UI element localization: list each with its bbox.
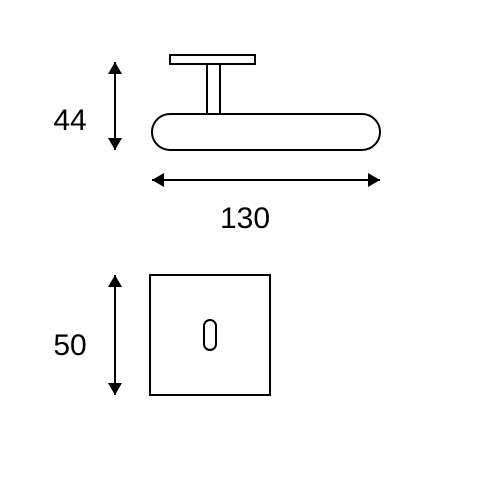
dimension-50: 50: [53, 275, 122, 395]
dimension-44: 44: [53, 62, 122, 150]
escutcheon-outline: [150, 275, 270, 395]
dimension-44-label: 44: [53, 104, 86, 137]
door-handle: [152, 55, 380, 150]
dimension-130-label: 130: [220, 202, 270, 235]
dimension-50-label: 50: [53, 329, 86, 362]
escutcheon-plate: [150, 275, 270, 395]
keyhole-icon: [204, 320, 216, 350]
handle-lever: [152, 114, 380, 150]
handle-stem: [207, 64, 220, 114]
dimension-130: 130: [152, 173, 380, 235]
handle-mount-plate: [170, 55, 255, 64]
